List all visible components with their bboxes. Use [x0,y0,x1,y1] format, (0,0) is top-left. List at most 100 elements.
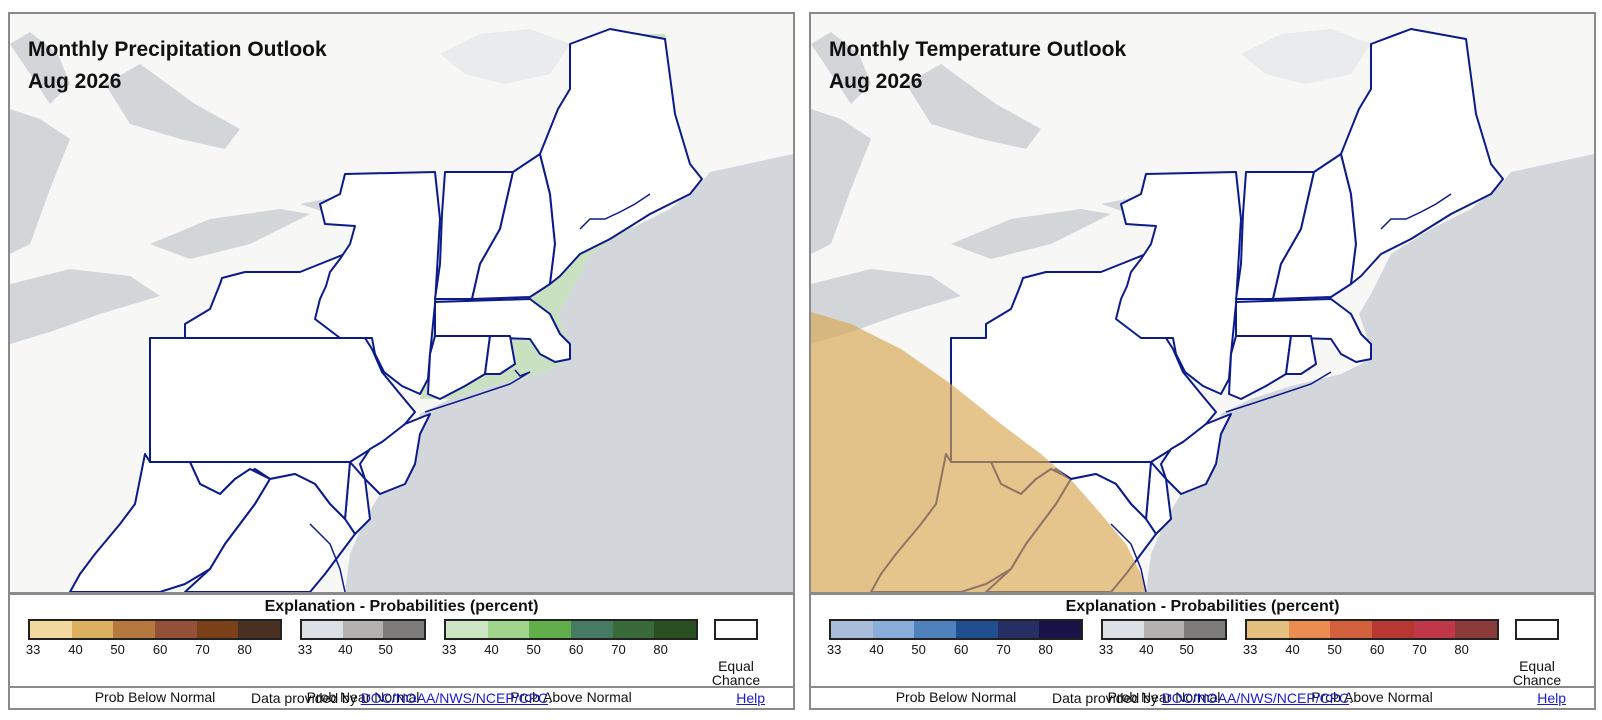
legend-heading: Explanation - Probabilities (percent) [264,598,539,615]
tick-label: 50 [1179,642,1194,657]
swatch [654,621,697,638]
swatch [1455,621,1498,638]
map-period: Aug 2026 [28,70,122,93]
swatch [446,621,488,638]
footer: Data provided by DOC/NOAA/NWS/NCEP/CPC. … [10,686,793,708]
swatch [1330,621,1373,638]
scale-near-normal: 33 40 50 Prob Near Normal [1098,619,1227,705]
tick-label: 33 [297,642,313,657]
data-source-link[interactable]: DOC/NOAA/NWS/NCEP/CPC [1161,690,1350,706]
temperature-map[interactable]: Monthly Temperature Outlook Aug 2026 [811,14,1594,592]
color-bar [28,619,282,640]
tick-label: 60 [152,642,168,657]
tick-label: 60 [953,642,969,657]
footer-suffix: . [1349,690,1354,706]
swatch [571,621,613,638]
tick-label: 33 [1098,642,1114,657]
scale-label: Prob Above Normal [1311,689,1433,705]
swatch [831,621,873,638]
color-bar [300,619,426,640]
swatch [612,621,655,638]
equal-chance-swatch [714,619,758,640]
color-bar [444,619,698,640]
tick-label: 33 [826,642,842,657]
scale-label: Prob Below Normal [895,689,1017,705]
scale-label: Prob Near Normal [306,689,420,705]
footer-prefix: Data provided by [1051,690,1158,706]
canada-lakes [10,29,570,344]
temperature-map-svg [811,28,1594,592]
precipitation-map-svg [10,28,793,592]
map-title: Monthly Precipitation Outlook [28,38,327,61]
scale-label: Prob Near Normal [1107,689,1221,705]
swatch [342,621,384,638]
swatch [1288,621,1331,638]
tick-label: 50 [526,642,541,657]
scale-above-normal: 33 40 50 60 70 80 Prob Above Normal [1242,619,1499,705]
swatch [238,621,281,638]
tick-label: 40 [484,642,499,657]
swatch [1247,621,1289,638]
swatch [196,621,239,638]
swatch [383,621,425,638]
tick-label: 80 [1454,642,1469,657]
coastline-details [309,193,651,592]
tick-label: 80 [1038,642,1053,657]
swatch [1372,621,1414,638]
legend: Explanation - Probabilities (percent) 33… [10,592,793,705]
tick-label: 50 [110,642,125,657]
shaded-region-above-normal-temp [811,312,1146,592]
us-state-boundaries [69,28,703,592]
swatch [1184,621,1226,638]
tick-label: 60 [1369,642,1385,657]
equal-chance-label: Equal Chance [1507,659,1567,687]
temperature-outlook-panel: Monthly Temperature Outlook Aug 2026 Exp… [809,12,1596,710]
coastline-details [1110,193,1452,592]
tick-label: 70 [195,642,210,657]
precipitation-outlook-panel: Monthly Precipitation Outlook Aug 2026 E… [8,12,795,710]
swatch [956,621,998,638]
color-bar [1101,619,1227,640]
atlantic-ocean [345,154,793,592]
tick-label: 70 [1412,642,1427,657]
tick-label: 40 [1139,642,1154,657]
tick-label: 80 [653,642,668,657]
tick-label: 40 [68,642,83,657]
tick-label: 40 [338,642,353,657]
tick-label: 33 [1242,642,1258,657]
atlantic-ocean [1146,154,1594,592]
tick-label: 40 [1285,642,1300,657]
swatch [1103,621,1144,638]
equal-chance-swatch [1515,619,1559,640]
tick-label: 60 [568,642,584,657]
swatch [1143,621,1185,638]
map-title: Monthly Temperature Outlook [829,38,1127,61]
map-period: Aug 2026 [829,70,923,93]
footer-suffix: . [548,690,553,706]
scale-below-normal: 33 40 50 60 70 80 Prob Below Normal [826,619,1083,705]
tick-label: 70 [996,642,1011,657]
swatch [30,621,72,638]
tick-label: 50 [378,642,393,657]
legend-heading: Explanation - Probabilities (percent) [1065,598,1340,615]
tick-label: 80 [237,642,252,657]
swatch [997,621,1040,638]
scale-label: Prob Below Normal [94,689,216,705]
swatch [1413,621,1456,638]
footer-prefix: Data provided by [250,690,357,706]
equal-chance-line: Equal [718,658,754,674]
scale-above-normal: 33 40 50 60 70 80 Prob Above Normal [441,619,698,705]
tick-label: 33 [441,642,457,657]
swatch [71,621,114,638]
swatch [529,621,572,638]
help-link[interactable]: Help [1537,690,1566,706]
precipitation-map[interactable]: Monthly Precipitation Outlook Aug 2026 [10,14,793,592]
tick-label: 70 [611,642,626,657]
data-source-link[interactable]: DOC/NOAA/NWS/NCEP/CPC [360,690,549,706]
swatch [1039,621,1082,638]
equal-chance-line: Equal [1519,658,1555,674]
tick-label: 50 [1327,642,1342,657]
scale-below-normal: 33 40 50 60 70 80 Prob Below Normal [26,619,282,705]
scale-label: Prob Above Normal [510,689,632,705]
help-link[interactable]: Help [736,690,765,706]
